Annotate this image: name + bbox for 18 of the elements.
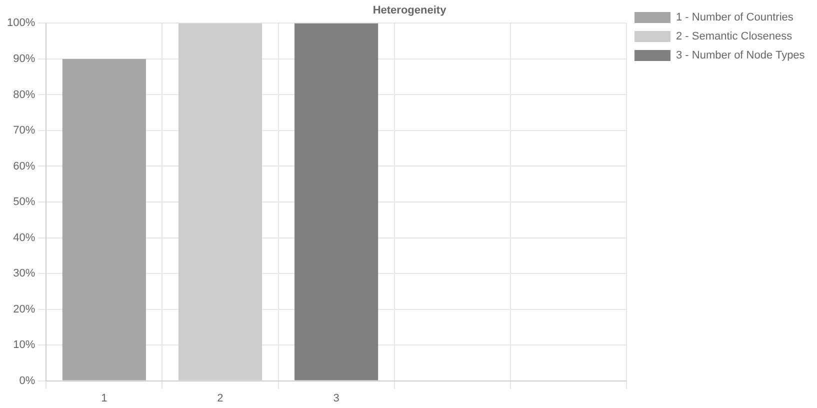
legend-label: 3 - Number of Node Types xyxy=(676,50,806,62)
legend-label: 2 - Semantic Closeness xyxy=(676,30,793,43)
chart-title: Heterogeneity xyxy=(372,4,448,17)
y-tick-label: 50% xyxy=(13,196,36,208)
y-tick-label: 90% xyxy=(13,52,36,65)
x-tick-label: 1 xyxy=(101,392,108,404)
y-tick-label: 60% xyxy=(13,160,36,172)
y-tick-label: 40% xyxy=(13,232,36,244)
x-tick-label: 3 xyxy=(333,392,340,404)
y-tick-label: 70% xyxy=(13,124,36,137)
y-tick-label: 30% xyxy=(13,268,36,280)
y-tick-label: 20% xyxy=(13,303,36,316)
y-tick-label: 0% xyxy=(19,374,36,387)
legend-label: 1 - Number of Countries xyxy=(676,12,794,24)
x-tick-label: 2 xyxy=(217,392,224,404)
y-tick-label: 80% xyxy=(13,88,36,101)
y-tick-label: 10% xyxy=(13,339,36,352)
y-tick-label: 100% xyxy=(6,17,36,30)
